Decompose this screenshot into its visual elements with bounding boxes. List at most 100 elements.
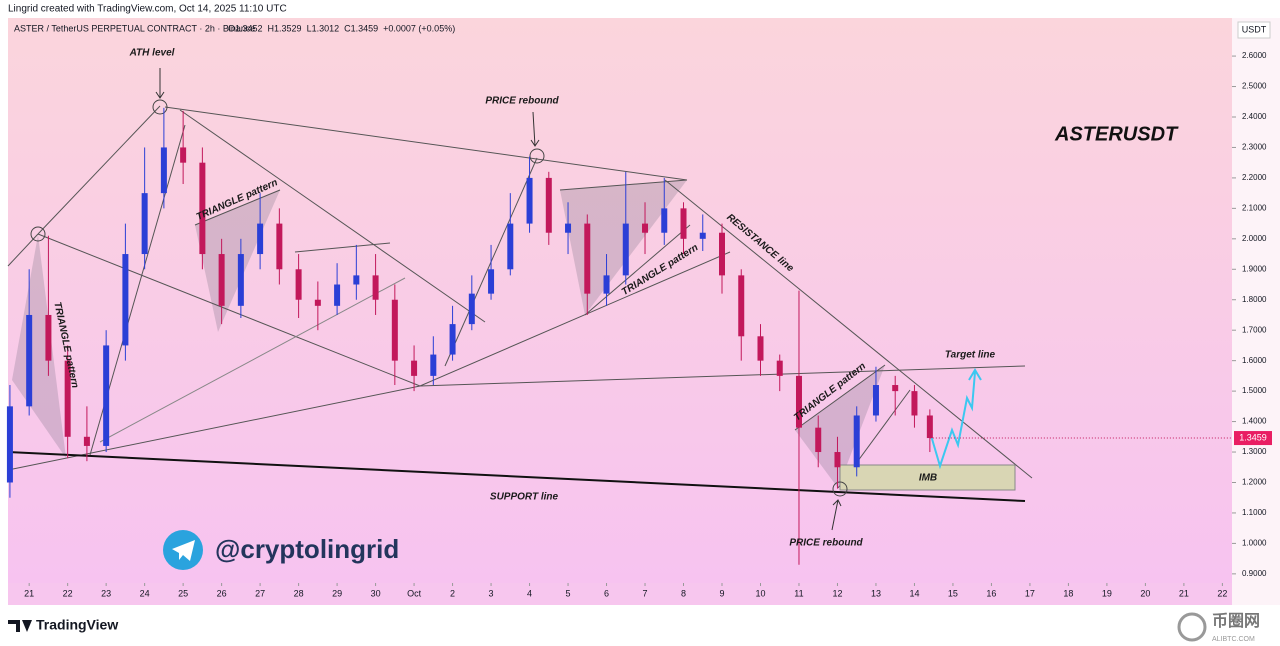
y-tick-label: 2.0000 [1242, 234, 1267, 243]
y-tick-label: 2.4000 [1242, 112, 1267, 121]
x-tick-label: 26 [217, 588, 227, 598]
candle-body [64, 360, 71, 437]
x-tick-label: 12 [832, 588, 842, 598]
candle-body [334, 284, 341, 306]
candle-body [926, 415, 933, 439]
candle-body [622, 223, 629, 276]
y-tick-label: 2.2000 [1242, 173, 1267, 182]
candle-body [507, 223, 514, 270]
candle-body [411, 360, 418, 376]
x-tick-label: 9 [719, 588, 724, 598]
arrow [530, 111, 540, 147]
y-tick-label: 2.3000 [1242, 143, 1267, 152]
candle-body [180, 147, 187, 163]
candle-body [372, 275, 379, 300]
x-tick-label: 13 [871, 588, 881, 598]
candle-body [141, 193, 148, 255]
x-tick-label: 22 [1217, 588, 1227, 598]
y-tick-label: 1.2000 [1242, 478, 1267, 487]
x-tick-label: 11 [794, 588, 803, 598]
unit-box [1237, 21, 1271, 39]
y-tick-label: 1.5000 [1242, 386, 1267, 395]
x-tick-label: 21 [1179, 588, 1189, 598]
y-tick-label: 0.9000 [1242, 569, 1267, 578]
triangle-shade [795, 365, 885, 488]
last-price-tag [1234, 431, 1272, 446]
x-tick-label: 28 [294, 588, 304, 598]
x-tick-label: 24 [140, 588, 150, 598]
candle-body [103, 345, 110, 446]
candle-body [468, 293, 475, 325]
y-axis-strip [1232, 18, 1280, 605]
header: Lingrid created with TradingView.com, Oc… [8, 4, 287, 15]
x-tick-label: 27 [255, 588, 265, 598]
x-tick-label: 30 [371, 588, 381, 598]
x-tick-label: 16 [986, 588, 996, 598]
trend-line [794, 364, 886, 431]
trend-line [164, 106, 688, 181]
watermark-url: ALIBTC.COM [1212, 636, 1255, 643]
candle-body [449, 324, 456, 355]
x-tick-label: 29 [332, 588, 342, 598]
tv-logo: TradingView [36, 617, 118, 633]
x-tick-label: 25 [178, 588, 188, 598]
x-tick-label: 8 [681, 588, 686, 598]
ohlc-value: L1.3012 [307, 23, 340, 33]
x-tick-label: 22 [63, 588, 73, 598]
candle-body [545, 177, 552, 233]
triangle-shade [12, 235, 66, 458]
x-tick-label: 14 [909, 588, 919, 598]
x-axis-strip [8, 583, 1232, 605]
x-tick-label: 6 [604, 588, 609, 598]
candle-body [872, 385, 879, 416]
candle-body [776, 360, 783, 376]
x-tick-label: 4 [527, 588, 532, 598]
support-line [7, 451, 1026, 502]
annotation: ATH level [129, 48, 175, 59]
x-tick-label: 7 [643, 588, 648, 598]
marker-circle [529, 148, 545, 164]
y-tick-label: 2.5000 [1242, 82, 1267, 91]
arrow [831, 499, 842, 531]
trend-line [584, 224, 691, 316]
trend-line [294, 242, 391, 253]
candle-body [853, 415, 860, 468]
ohlc-legend: O1.3452 H1.3529 L1.3012 C1.3459 +0.0007 (+0.… [228, 23, 455, 33]
candle-body [257, 223, 264, 255]
trend-line [559, 179, 688, 191]
x-tick-label: 18 [1063, 588, 1073, 598]
y-tick-label: 1.3000 [1242, 447, 1267, 456]
x-tick-label: 15 [948, 588, 958, 598]
trend-line [37, 233, 421, 387]
projection-arrow [929, 368, 982, 470]
annotation: SUPPORT line [490, 492, 559, 503]
y-tick-label: 1.8000 [1242, 295, 1267, 304]
candle-body [680, 208, 687, 239]
trend-line [419, 251, 731, 387]
y-tick-label: 1.4000 [1242, 417, 1267, 426]
y-tick-label: 1.1000 [1242, 508, 1267, 517]
tv-logo-icon [8, 620, 32, 632]
annotation: IMB [919, 473, 937, 484]
candle-body [391, 299, 398, 361]
imb-zone [839, 464, 1016, 491]
candle-body [199, 162, 206, 255]
plot-area [8, 18, 1232, 583]
candles [6, 107, 933, 565]
candle-body [83, 436, 90, 446]
annotation: Target line [945, 350, 996, 361]
candle-body [314, 299, 321, 306]
candle-body [430, 354, 437, 376]
candle-body [795, 375, 802, 428]
handle: @cryptolingrid [215, 534, 399, 564]
marker-circle [152, 99, 168, 115]
arrows [155, 68, 842, 531]
candle-body [218, 254, 225, 306]
ohlc-value: C1.3459 [344, 23, 378, 33]
candle-body [738, 275, 745, 337]
x-tick-label: 21 [24, 588, 34, 598]
watermark-icon [1177, 612, 1207, 642]
candle-body [237, 254, 244, 306]
